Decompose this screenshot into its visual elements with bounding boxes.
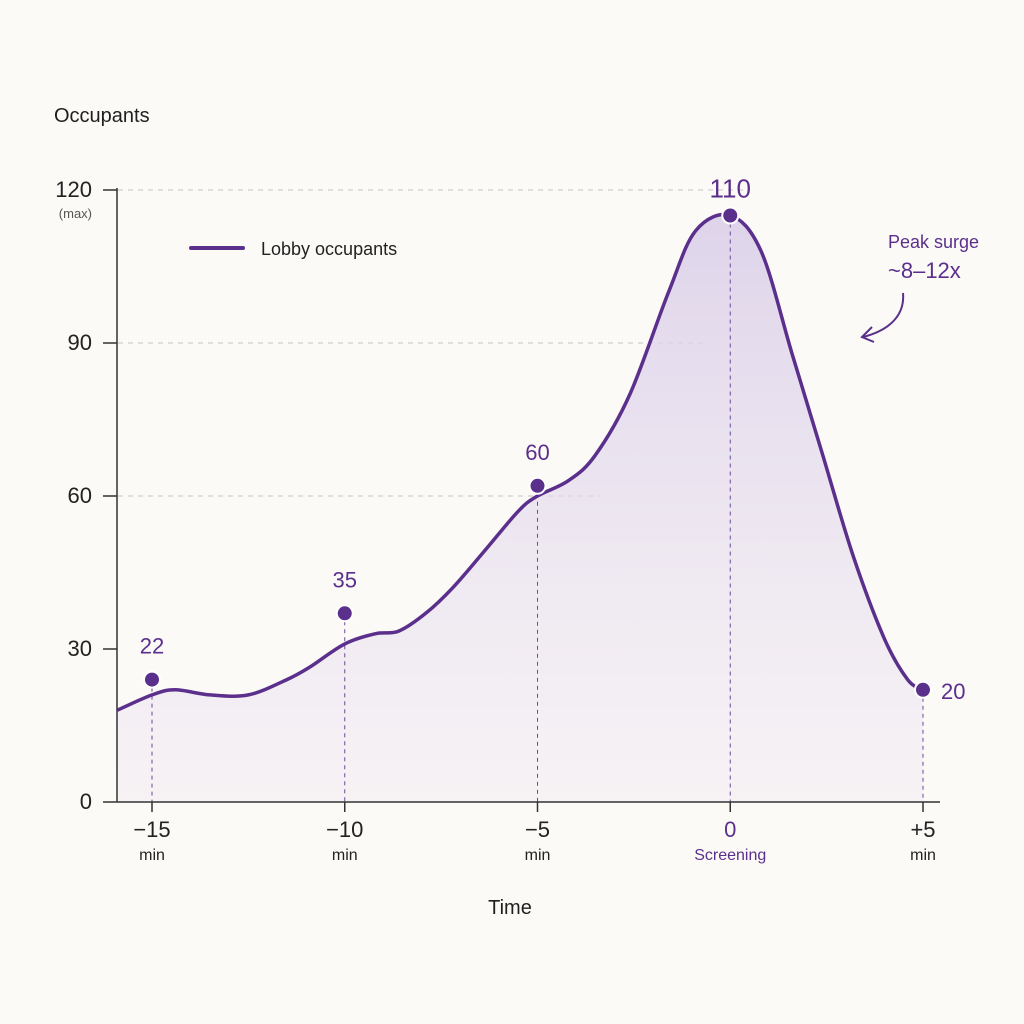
x-tick-sublabel: min [139, 847, 165, 864]
area-fill [117, 214, 924, 802]
y-tick-label: 30 [68, 636, 92, 661]
legend-label: Lobby occupants [261, 239, 397, 259]
data-point [528, 476, 547, 495]
series-line-lobby-occupants [116, 212, 924, 712]
y-tick-label: 90 [68, 330, 92, 355]
x-tick-label: −5 [525, 817, 550, 842]
y-tick-labels: 0 30 60 90 120 (max) [55, 177, 117, 814]
data-label: 22 [140, 634, 164, 659]
y-tick-sublabel: (max) [59, 206, 92, 221]
data-label: 110 [710, 174, 751, 204]
annotation-arrow [862, 292, 905, 338]
x-tick-label: 0 [724, 817, 736, 842]
x-axis-title: Time [488, 897, 532, 919]
data-point [721, 206, 740, 225]
gridlines [118, 189, 748, 497]
x-tick-label: −15 [133, 817, 170, 842]
peak-annotation: Peak surge ~8–12x [860, 232, 979, 343]
data-label: 20 [941, 679, 965, 704]
annotation-arrowhead [860, 326, 875, 343]
point-droplines [151, 215, 924, 802]
annotation-line-1: Peak surge [888, 232, 979, 252]
y-axis-title: Occupants [54, 105, 150, 127]
y-tick-label: 120 [55, 177, 92, 202]
y-tick-label: 0 [80, 789, 92, 814]
data-points [143, 206, 932, 699]
data-point [335, 604, 354, 623]
data-point [914, 680, 932, 699]
data-label: 35 [333, 567, 357, 592]
x-tick-label: −10 [326, 817, 363, 842]
x-tick-sublabel: min [332, 847, 358, 864]
annotation-line-2: ~8–12x [888, 258, 961, 283]
data-point [143, 670, 161, 689]
data-labels: 22 35 60 110 20 [140, 174, 966, 704]
x-tick-labels: −15 min −10 min −5 min 0 Screening +5 min [133, 802, 936, 864]
x-tick-sublabel: min [910, 847, 936, 864]
x-tick-label: +5 [910, 817, 935, 842]
x-tick-sublabel: Screening [694, 847, 766, 864]
y-tick-label: 60 [68, 483, 92, 508]
x-tick-sublabel: min [525, 847, 551, 864]
legend: Lobby occupants [189, 239, 397, 259]
data-label: 60 [525, 440, 549, 465]
